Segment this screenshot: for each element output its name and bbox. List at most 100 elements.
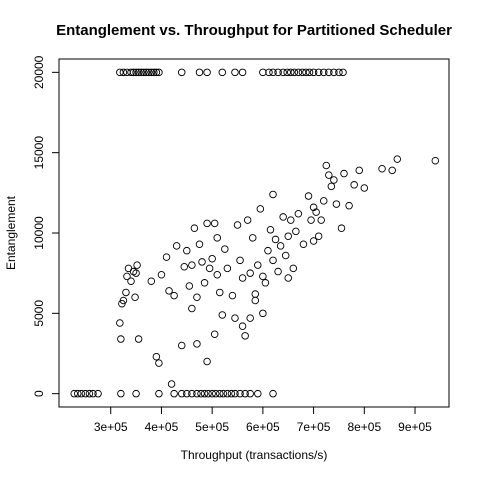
point — [231, 68, 239, 77]
point — [185, 282, 194, 290]
point — [317, 216, 325, 224]
point — [309, 203, 318, 212]
point — [241, 332, 249, 340]
y-tick-label: 20000 — [32, 55, 46, 89]
point — [287, 216, 295, 224]
point — [227, 389, 236, 398]
point — [337, 224, 346, 232]
point — [195, 240, 204, 248]
point — [251, 296, 260, 305]
point — [388, 166, 396, 175]
point — [210, 219, 219, 228]
point — [284, 274, 292, 282]
point — [134, 68, 143, 77]
y-tick-label: 15000 — [32, 136, 46, 170]
point — [132, 269, 140, 277]
point — [116, 319, 124, 327]
point — [238, 68, 247, 77]
point — [193, 389, 201, 398]
point — [325, 68, 333, 77]
point — [188, 389, 196, 398]
point — [274, 68, 282, 77]
point — [133, 261, 141, 269]
point — [203, 357, 211, 366]
point — [314, 232, 323, 240]
point — [119, 68, 128, 77]
point — [266, 226, 275, 234]
point — [180, 262, 189, 271]
point — [200, 279, 209, 287]
point — [294, 68, 303, 77]
point — [284, 232, 292, 240]
point — [246, 269, 254, 277]
point — [208, 389, 216, 398]
point — [204, 389, 212, 398]
point — [134, 335, 143, 343]
point — [360, 184, 369, 192]
x-tick-label: 9e+05 — [398, 420, 432, 434]
point — [139, 68, 148, 77]
point — [155, 359, 163, 367]
point — [131, 293, 139, 302]
y-axis-label: Entanglement — [4, 195, 18, 270]
y-tick-label: 5000 — [32, 300, 46, 327]
point — [165, 287, 173, 295]
point — [241, 389, 249, 398]
point — [231, 389, 239, 398]
point — [254, 389, 262, 398]
point — [119, 296, 128, 305]
point — [177, 389, 186, 398]
point — [283, 68, 291, 77]
point — [117, 335, 125, 343]
point — [152, 68, 161, 77]
point — [193, 293, 201, 302]
point — [231, 314, 239, 322]
point — [251, 290, 260, 298]
point — [340, 169, 348, 178]
point — [85, 389, 94, 398]
point — [287, 68, 295, 77]
y-tick-label: 10000 — [32, 216, 46, 250]
point — [116, 68, 124, 77]
point — [327, 182, 336, 191]
point — [299, 240, 308, 248]
point — [122, 288, 130, 297]
point — [378, 164, 386, 173]
point — [276, 242, 285, 250]
point — [157, 271, 166, 279]
point — [274, 267, 282, 276]
point — [145, 68, 153, 77]
point — [431, 156, 440, 165]
point — [261, 279, 270, 287]
point — [322, 161, 331, 170]
point — [319, 68, 328, 77]
point — [188, 304, 196, 313]
point — [74, 389, 82, 398]
point — [307, 216, 315, 224]
point — [219, 389, 228, 398]
point — [345, 201, 353, 210]
point — [350, 181, 358, 189]
point — [142, 68, 150, 77]
point — [238, 322, 247, 330]
point — [238, 274, 247, 282]
point — [172, 242, 181, 250]
point — [210, 330, 219, 338]
point — [132, 389, 140, 398]
point — [294, 209, 303, 218]
point — [259, 309, 267, 318]
point — [155, 68, 163, 77]
point — [162, 253, 171, 261]
point — [213, 271, 221, 279]
point — [339, 68, 347, 77]
point — [335, 68, 343, 77]
point — [205, 264, 214, 273]
point — [152, 352, 161, 361]
point — [279, 213, 287, 221]
point — [223, 264, 232, 273]
point — [117, 389, 125, 398]
point — [89, 389, 97, 398]
point — [132, 68, 140, 77]
point — [269, 68, 277, 77]
plot-box — [58, 58, 450, 408]
